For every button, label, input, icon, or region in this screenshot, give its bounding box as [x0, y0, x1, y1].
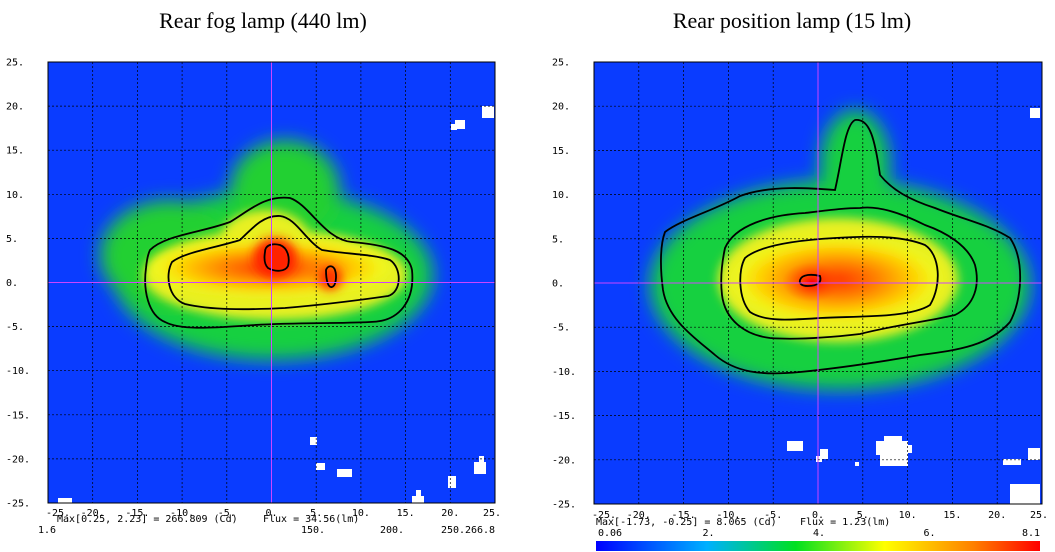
left-y-tick-label: 5.: [6, 234, 18, 245]
right-x-tick-label: -25.: [592, 510, 616, 521]
left-x-tick-label: -15.: [125, 508, 149, 519]
right-y-tick-label: -10.: [552, 367, 576, 378]
left-x-tick-label: -20.: [81, 508, 105, 519]
left-colorbar-label: 266.8: [465, 525, 495, 536]
right-y-tick-label: 15.: [552, 146, 570, 157]
right-contour-inner: [739, 235, 939, 321]
right-x-tick-label: -10.: [716, 510, 740, 521]
left-y-tick-label: 20.: [6, 102, 24, 113]
left-x-tick-label: 25.: [483, 508, 501, 519]
left-colorbar-labels: 1.6 150. 200. 250. 266.8: [38, 525, 495, 536]
right-y-tick-label: -20.: [552, 455, 576, 466]
left-y-tick-label: -10.: [6, 366, 30, 377]
left-y-tick-label: -5.: [6, 322, 24, 333]
right-y-tick-label: 5.: [552, 234, 564, 245]
right-colorbar-label: 4.: [813, 528, 825, 539]
left-x-tick-label: 0.: [265, 508, 277, 519]
right-axis-labels: -25. -20. -15. -10. -5. 0. 5. 10. 15. 20. 25. 25. 20…: [552, 58, 1048, 522]
left-y-tick-label: 25.: [6, 58, 24, 69]
left-y-tick-label: 15.: [6, 146, 24, 157]
left-colorbar-label: 200.: [380, 525, 404, 536]
left-y-tick-label: -15.: [6, 410, 30, 421]
right-x-tick-label: -5.: [764, 510, 782, 521]
left-x-tick-label: -10.: [170, 508, 194, 519]
left-y-tick-label: -20.: [6, 454, 30, 465]
right-flux-readout: Flux = 1.23(lm): [800, 517, 890, 528]
right-x-tick-label: 20.: [988, 510, 1006, 521]
left-y-tick-label: 0.: [6, 278, 18, 289]
left-grid: [48, 62, 495, 503]
right-plot-frame: [593, 61, 1043, 505]
left-x-tick-label: -25.: [46, 508, 70, 519]
left-contour-middle: [167, 215, 400, 311]
left-axis-labels: -25. -20. -15. -10. -5. 0. 5. 10. 15. 20. 25. 25. 20…: [6, 58, 501, 520]
right-y-tick-label: -15.: [552, 411, 576, 422]
right-x-tick-label: -20.: [627, 510, 651, 521]
right-y-tick-label: -5.: [552, 323, 570, 334]
right-colorbar-label: 8.1: [1022, 528, 1040, 539]
right-colorbar-label: 6.: [923, 528, 935, 539]
right-y-tick-label: 20.: [552, 102, 570, 113]
left-x-tick-label: 15.: [397, 508, 415, 519]
left-x-tick-label: 10.: [352, 508, 370, 519]
left-colorbar-label: 250.: [441, 525, 465, 536]
right-x-tick-label: 0.: [812, 510, 824, 521]
left-plot-frame: [47, 61, 496, 504]
right-x-tick-label: -15.: [672, 510, 696, 521]
right-y-tick-label: 0.: [552, 279, 564, 290]
right-max-readout: Max[-1.73, -0.25] = 8.065 (Cd): [596, 517, 777, 528]
right-x-tick-label: 15.: [943, 510, 961, 521]
right-x-tick-label: 5.: [857, 510, 869, 521]
left-colorbar-label: 1.6: [38, 525, 56, 536]
left-flux-readout: Flux = 34.56(lm): [263, 514, 359, 525]
left-contour-outer: [144, 196, 414, 329]
right-contour-middle: [720, 206, 978, 340]
left-white-patches: [58, 106, 494, 503]
left-plot-area: [48, 62, 495, 503]
right-colorbar: [596, 541, 1040, 551]
left-max-readout: Max[0.25, 2.23] = 266.809 (Cd): [57, 514, 238, 525]
left-colorbar-label: 150.: [301, 525, 325, 536]
left-x-tick-label: 20.: [441, 508, 459, 519]
left-y-tick-label: 10.: [6, 190, 24, 201]
right-white-patches: [787, 108, 1040, 504]
right-plot-area: [594, 62, 1042, 504]
right-x-tick-label: 10.: [899, 510, 917, 521]
right-x-tick-label: 25.: [1030, 510, 1048, 521]
right-colorbar-label: 0.06: [598, 528, 622, 539]
right-y-tick-label: 10.: [552, 190, 570, 201]
title-left: Rear fog lamp (440 lm): [159, 8, 367, 33]
right-colorbar-label: 2.: [702, 528, 714, 539]
left-y-tick-label: -25.: [6, 499, 30, 510]
right-colorbar-labels: 0.06 2. 4. 6. 8.1: [598, 528, 1040, 539]
right-contour-outer: [660, 119, 1022, 375]
right-y-tick-label: -25.: [552, 500, 576, 511]
right-grid: [594, 62, 1042, 504]
left-x-tick-label: 5.: [310, 508, 322, 519]
title-right: Rear position lamp (15 lm): [672, 8, 912, 33]
right-y-tick-label: 25.: [552, 58, 570, 69]
left-contour-inner-1: [263, 243, 290, 272]
left-x-tick-label: -5.: [218, 508, 236, 519]
